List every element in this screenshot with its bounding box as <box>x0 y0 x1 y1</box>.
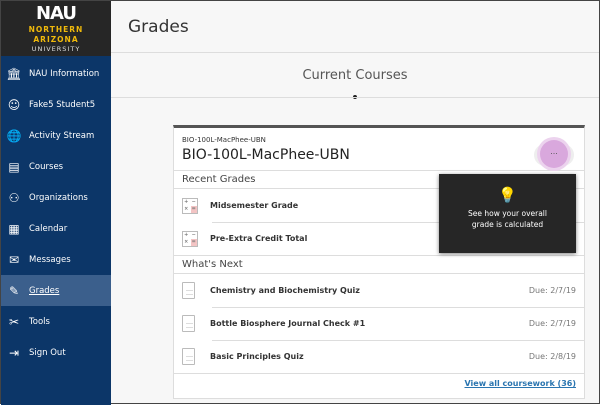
user-icon: ☺ <box>7 97 21 112</box>
sign-out-icon: ⇥ <box>8 345 20 360</box>
calculator-icon: + − × = <box>182 197 198 214</box>
coursework-name: Chemistry and Biochemistry Quiz <box>210 286 360 295</box>
whats-next-heading: What's Next <box>174 255 584 274</box>
nau-logo[interactable]: NAU NORTHERN ARIZONA UNIVERSITY <box>1 1 111 56</box>
globe-icon: 🌐 <box>6 128 22 143</box>
sidebar-item-label: Sign Out <box>29 347 66 358</box>
coursework-name: Basic Principles Quiz <box>210 352 304 361</box>
coursework-row[interactable]: Bottle Biosphere Journal Check #1 Due: 2/… <box>174 307 584 340</box>
sidebar-item-grades[interactable]: ✎ Grades <box>1 275 111 306</box>
sidebar-item-sign-out[interactable]: ⇥ Sign Out <box>1 337 111 368</box>
sidebar-item-messages[interactable]: ✉ Messages <box>1 244 111 275</box>
sidebar-item-activity-stream[interactable]: 🌐 Activity Stream <box>1 120 111 151</box>
tooltip-text: See how your overall grade is calculated <box>468 209 547 229</box>
course-menu-button[interactable]: ... <box>534 140 574 168</box>
due-date: Due: 2/7/19 <box>528 286 576 295</box>
envelope-icon: ✉ <box>8 252 20 267</box>
calculator-icon: + − × = <box>182 230 198 247</box>
sidebar-item-profile[interactable]: ☺ Fake5 Student5 <box>1 89 111 120</box>
lightbulb-icon: 💡 <box>498 186 517 204</box>
view-all-coursework-link[interactable]: View all coursework (36) <box>464 379 576 388</box>
sidebar-item-organizations[interactable]: ⚇ Organizations <box>1 182 111 213</box>
grade-name: Pre-Extra Credit Total <box>210 234 308 243</box>
sidebar-item-label: Organizations <box>29 192 88 203</box>
sidebar-item-label: Courses <box>29 161 64 172</box>
sidebar-item-tools[interactable]: ✂ Tools <box>1 306 111 337</box>
more-icon: ... <box>540 140 568 168</box>
divider <box>111 97 599 98</box>
logo-text: NAU <box>35 3 77 24</box>
grades-icon: ✎ <box>8 283 20 298</box>
quiz-document-icon <box>182 348 195 365</box>
coursework-row[interactable]: Chemistry and Biochemistry Quiz Due: 2/7/… <box>174 274 584 307</box>
recent-grades-heading: Recent Grades <box>174 170 584 189</box>
due-date: Due: 2/8/19 <box>528 352 576 361</box>
course-card: BIO-100L-MacPhee-UBN BIO-100L-MacPhee-UB… <box>173 125 585 399</box>
coursework-name: Bottle Biosphere Journal Check #1 <box>210 319 366 328</box>
card-footer: View all coursework (36) <box>174 373 584 393</box>
document-icon <box>182 315 195 332</box>
sidebar-item-label: Grades <box>29 285 60 296</box>
course-code: BIO-100L-MacPhee-UBN <box>182 136 266 144</box>
institution-icon: 🏛 <box>6 66 22 81</box>
tools-icon: ✂ <box>8 314 20 329</box>
courses-icon: ▤ <box>8 159 20 174</box>
course-title[interactable]: BIO-100L-MacPhee-UBN <box>182 147 350 163</box>
sidebar-item-label: Messages <box>29 254 71 265</box>
calendar-icon: ▦ <box>8 221 20 236</box>
sidebar-item-label: Fake5 Student5 <box>29 99 96 110</box>
sidebar-item-calendar[interactable]: ▦ Calendar <box>1 213 111 244</box>
organizations-icon: ⚇ <box>8 190 20 205</box>
logo-text: ARIZONA <box>33 35 79 44</box>
logo-text: NORTHERN <box>28 25 84 34</box>
logo-text: UNIVERSITY <box>31 45 81 53</box>
tooltip: 💡 See how your overall grade is calculat… <box>439 174 576 253</box>
sidebar-item-label: Tools <box>29 316 50 327</box>
quiz-document-icon <box>182 282 195 299</box>
sidebar-item-courses[interactable]: ▤ Courses <box>1 151 111 182</box>
sidebar-item-label: Calendar <box>29 223 68 234</box>
sidebar-item-label: Activity Stream <box>29 130 95 141</box>
grade-name: Midsemester Grade <box>210 201 299 210</box>
sidebar-item-label: NAU Information <box>29 68 100 79</box>
section-title: Current Courses <box>302 68 408 83</box>
sidebar-item-nau-information[interactable]: 🏛 NAU Information <box>1 58 111 89</box>
page-title: Grades <box>111 1 599 53</box>
due-date: Due: 2/7/19 <box>528 319 576 328</box>
coursework-row[interactable]: Basic Principles Quiz Due: 2/8/19 <box>174 340 584 373</box>
sidebar: NAU NORTHERN ARIZONA UNIVERSITY 🏛 NAU Inf… <box>1 1 111 405</box>
